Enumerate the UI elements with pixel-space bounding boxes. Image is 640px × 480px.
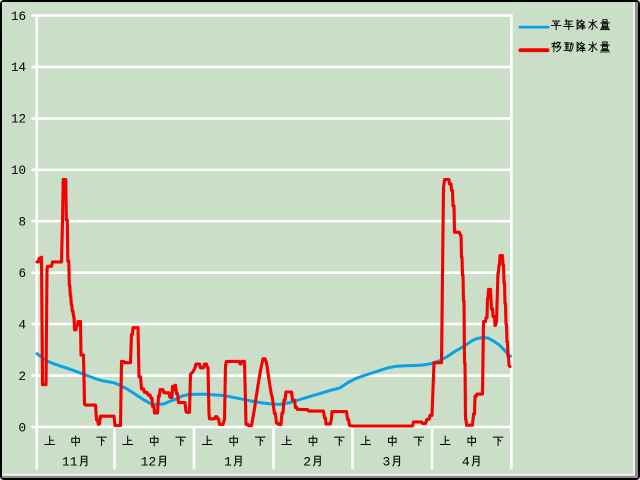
- svg-text:8: 8: [18, 216, 26, 230]
- svg-text:6: 6: [18, 267, 26, 281]
- svg-text:12: 12: [141, 455, 157, 470]
- svg-text:16: 16: [11, 10, 26, 24]
- svg-text:4: 4: [462, 455, 470, 470]
- svg-text:11: 11: [62, 455, 78, 470]
- svg-text:2: 2: [18, 370, 26, 384]
- svg-text:10: 10: [11, 164, 26, 178]
- svg-text:12: 12: [11, 113, 26, 127]
- svg-text:14: 14: [11, 61, 26, 75]
- svg-text:2: 2: [303, 455, 311, 470]
- svg-text:0: 0: [18, 421, 26, 435]
- svg-text:4: 4: [18, 318, 26, 332]
- svg-text:1: 1: [224, 455, 232, 470]
- svg-text:3: 3: [383, 455, 391, 470]
